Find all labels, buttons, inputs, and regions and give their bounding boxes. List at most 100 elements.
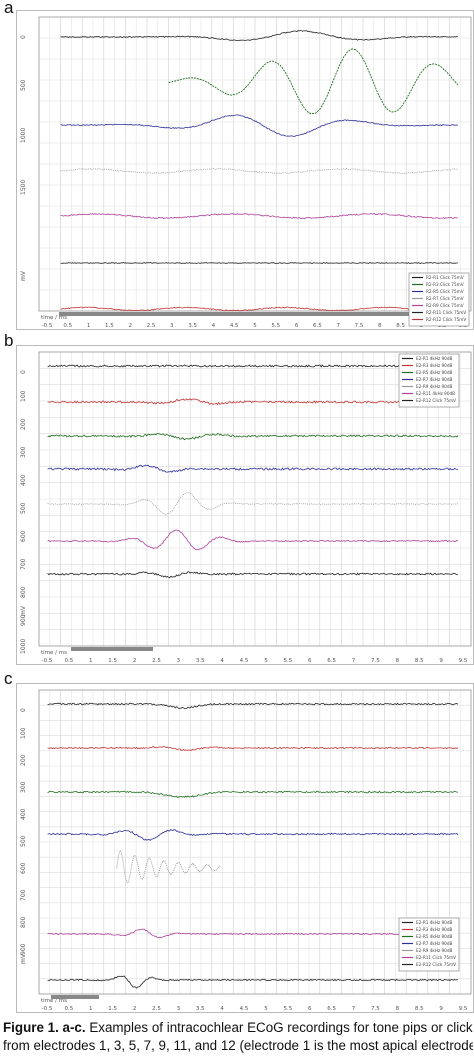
legend-entry: E2-R9 4kHz 90dB	[416, 384, 452, 389]
legend-entry: E2-R12 Click 75mV	[416, 962, 456, 967]
x-tick-label: 8	[396, 658, 400, 664]
trace-5	[60, 212, 459, 220]
x-axis-title: time / ms	[41, 998, 67, 1004]
y-tick-label: 500	[20, 835, 27, 847]
y-tick-label: 0	[20, 708, 27, 712]
trace-5	[47, 492, 459, 516]
legend-entry: E2-R1 4kHz 90dB	[416, 920, 452, 925]
x-tick-label: 5.5	[283, 658, 292, 664]
x-tick-label: 8.5	[415, 1006, 424, 1012]
y-tick-label: 200	[20, 418, 27, 430]
plot-frame	[38, 351, 472, 647]
x-tick-label: 4.5	[240, 658, 249, 664]
y-tick-label: 300	[20, 781, 27, 793]
y-tick-label: 400	[20, 808, 27, 820]
x-tick-label: 1.5	[108, 1006, 117, 1012]
trace-4	[60, 168, 459, 174]
trace-7	[60, 306, 459, 312]
y-tick-label: 1000	[20, 639, 27, 654]
panel-b-plot: 0 100 200 300 400 500 600 700 800 900 1000 mV time /…	[16, 345, 474, 665]
x-tick-label: 9	[439, 1006, 443, 1012]
x-tick-label: 4	[212, 323, 216, 329]
panel-a-plot: 0 500 1000 1500 mV time / ms -0.5 0.5 1 1.5 2 2.5 3 3…	[16, 10, 474, 330]
legend-entry: E2-R3 4kHz 90dB	[416, 363, 452, 368]
x-tick-label: 3.5	[196, 658, 205, 664]
legend-box	[398, 917, 460, 972]
x-tick-label: 4.5	[230, 323, 239, 329]
y-tick-label: 0	[20, 370, 27, 374]
x-tick-label: 8.5	[396, 323, 405, 329]
trace-1	[60, 30, 458, 42]
legend-entry: E2-R5 4kHz 90dB	[416, 370, 452, 375]
y-tick-label: 100	[20, 727, 27, 739]
panel-b-chart: 0 100 200 300 400 500 600 700 800 900 1000 mV time /…	[20, 351, 472, 664]
y-tick-label: 900	[20, 943, 27, 955]
x-tick-label: 8	[396, 1006, 400, 1012]
y-tick-label: 300	[20, 446, 27, 458]
x-tick-label: 4.5	[240, 1006, 249, 1012]
x-tick-label: 3	[170, 323, 174, 329]
trace-3	[47, 790, 458, 798]
legend-box	[398, 353, 460, 408]
x-tick-label: 5.5	[271, 323, 280, 329]
trace-6	[60, 262, 459, 264]
trace-1	[47, 702, 459, 709]
x-tick-label: -0.5	[42, 658, 53, 664]
legend-entry: E2-R9 4kHz 90dB	[416, 948, 452, 953]
x-tick-label: 7.5	[371, 658, 380, 664]
x-tick-label: 8	[378, 323, 382, 329]
x-tick-label: 9.5	[459, 658, 468, 664]
trace-4	[47, 464, 459, 473]
trace-7	[47, 571, 459, 579]
plot-frame	[38, 16, 472, 312]
y-tick-label: 500	[20, 79, 27, 91]
x-tick-label: 7.5	[371, 1006, 380, 1012]
legend: E2-R1 4kHz 90dB E2-R3 4kHz 90dB E2-R5 4kHz…	[398, 353, 460, 408]
legend-entry: R2-R3 Click 75mV	[426, 282, 464, 287]
x-tick-label: 1.5	[105, 323, 114, 329]
legend-entry: R2-R12 Click 75mV	[426, 317, 466, 322]
x-tick-label: 5	[253, 323, 257, 329]
legend-entry: E2-R3 4kHz 90dB	[416, 927, 452, 932]
y-tick-label: 700	[20, 558, 27, 570]
x-tick-label: 1.5	[108, 658, 117, 664]
x-tick-label: 4	[220, 658, 224, 664]
trace-7	[47, 975, 459, 989]
caption-line-2: from electrodes 1, 3, 5, 7, 9, 11, and 1…	[3, 1038, 473, 1053]
legend-entry: E2-R11 Click 75mV	[416, 955, 456, 960]
legend-box	[408, 272, 470, 327]
legend-entry: E2-R1 4kHz 90dB	[416, 356, 452, 361]
legend-entry: R2-R1 Click 75mV	[426, 275, 464, 280]
x-tick-label: 6.5	[313, 323, 322, 329]
time-scrollbar-thumb	[59, 312, 449, 316]
legend-entry: R2-R7 Click 75mV	[426, 296, 464, 301]
x-tick-label: -0.5	[42, 323, 53, 329]
y-tick-label: 400	[20, 474, 27, 486]
trace-2	[47, 746, 459, 751]
x-tick-label: 9.5	[459, 1006, 468, 1012]
caption-label: Figure 1. a-c.	[3, 1020, 86, 1035]
y-tick-label: 500	[20, 502, 27, 514]
y-tick-label: 800	[20, 586, 27, 598]
x-tick-label: 6	[295, 323, 299, 329]
x-tick-label: 6	[308, 1006, 312, 1012]
x-tick-label: -0.5	[42, 1006, 53, 1012]
panel-a-letter: a	[4, 0, 14, 17]
panel-c-letter: c	[4, 669, 13, 688]
trace-6	[47, 529, 459, 551]
y-tick-label: 1500	[20, 180, 27, 195]
trace-6	[47, 928, 459, 939]
legend-entry: E2-R7 4kHz 90dB	[416, 941, 452, 946]
y-tick-label: 100	[20, 390, 27, 402]
x-tick-label: 2.5	[152, 1006, 161, 1012]
y-tick-label: 200	[20, 754, 27, 766]
y-tick-label: 600	[20, 862, 27, 874]
grid	[38, 351, 472, 647]
legend-entry: E2-R7 4kHz 90dB	[416, 377, 452, 382]
x-tick-label: 9	[439, 658, 443, 664]
legend-entry: R2-R5 Click 75mV	[426, 289, 464, 294]
x-tick-label: 7	[352, 1006, 356, 1012]
x-tick-label: 2	[133, 658, 137, 664]
y-tick-label: 900	[20, 614, 27, 626]
y-axis-title: mV	[20, 953, 27, 964]
